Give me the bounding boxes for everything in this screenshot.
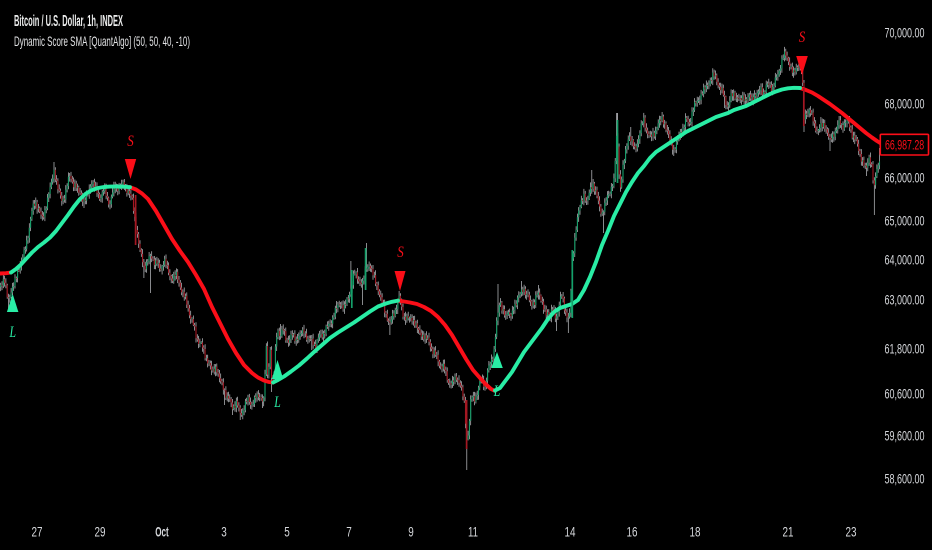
svg-text:S: S [397, 244, 404, 261]
svg-text:65,000.00: 65,000.00 [885, 212, 925, 228]
svg-text:60,600.00: 60,600.00 [885, 385, 925, 401]
svg-text:L: L [273, 394, 280, 411]
svg-text:68,000.00: 68,000.00 [885, 95, 925, 111]
svg-text:Dynamic Score SMA [QuantAlgo]: Dynamic Score SMA [QuantAlgo] (50, 50, 4… [14, 33, 190, 49]
svg-text:3: 3 [221, 525, 227, 540]
svg-text:59,600.00: 59,600.00 [885, 427, 925, 443]
svg-text:58,600.00: 58,600.00 [885, 470, 925, 486]
svg-text:23: 23 [846, 525, 857, 540]
svg-text:14: 14 [565, 525, 576, 540]
svg-text:27: 27 [32, 525, 43, 540]
svg-text:9: 9 [408, 525, 414, 540]
svg-text:29: 29 [95, 525, 106, 540]
svg-text:61,800.00: 61,800.00 [885, 340, 925, 356]
svg-text:16: 16 [627, 525, 638, 540]
svg-text:64,000.00: 64,000.00 [885, 251, 925, 267]
svg-text:70,000.00: 70,000.00 [885, 24, 925, 40]
svg-text:5: 5 [284, 525, 290, 540]
svg-text:Bitcoin / U.S. Dollar, 1h, IND: Bitcoin / U.S. Dollar, 1h, INDEX [14, 13, 123, 30]
svg-text:66,000.00: 66,000.00 [885, 169, 925, 185]
svg-text:11: 11 [468, 525, 478, 540]
svg-text:63,000.00: 63,000.00 [885, 291, 925, 307]
svg-text:S: S [127, 133, 134, 150]
svg-text:S: S [799, 29, 806, 46]
svg-text:7: 7 [346, 525, 352, 540]
svg-text:L: L [9, 324, 16, 341]
svg-text:18: 18 [690, 525, 701, 540]
svg-text:66,987.28: 66,987.28 [885, 136, 924, 152]
svg-text:L: L [493, 383, 500, 400]
svg-text:Oct: Oct [155, 525, 169, 540]
svg-text:21: 21 [783, 525, 794, 540]
